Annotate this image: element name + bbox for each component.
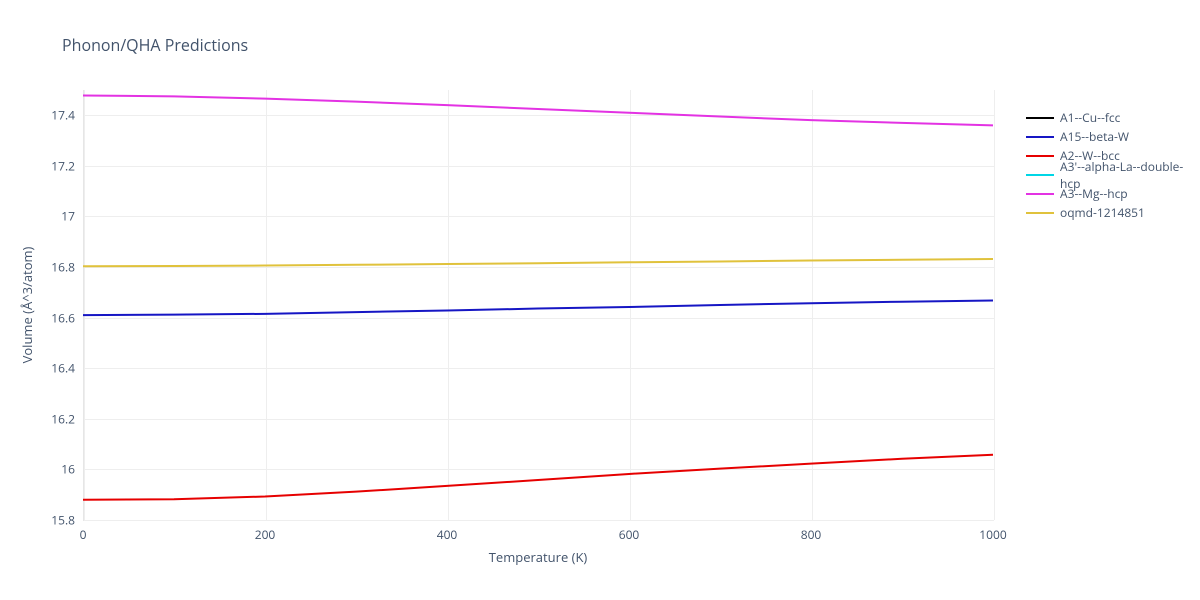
x-tick-label: 1000 xyxy=(979,526,1006,543)
x-tick-label: 0 xyxy=(80,526,87,543)
legend-label: oqmd-1214851 xyxy=(1060,204,1145,221)
series-line[interactable] xyxy=(83,455,993,500)
legend-swatch xyxy=(1026,136,1054,138)
series-svg xyxy=(0,0,1200,600)
legend-swatch xyxy=(1026,174,1054,176)
y-tick-label: 17.2 xyxy=(51,157,75,174)
y-tick-label: 16.4 xyxy=(51,360,75,377)
y-tick-label: 17.4 xyxy=(51,107,75,124)
legend: A1--Cu--fccA15--beta-WA2--W--bccA3'--alp… xyxy=(1026,108,1200,222)
legend-label: A3--Mg--hcp xyxy=(1060,185,1128,202)
y-tick-label: 16 xyxy=(61,461,75,478)
y-tick-label: 16.8 xyxy=(51,259,75,276)
legend-label: A1--Cu--fcc xyxy=(1060,109,1120,126)
legend-item[interactable]: A15--beta-W xyxy=(1026,127,1200,146)
legend-item[interactable]: oqmd-1214851 xyxy=(1026,203,1200,222)
legend-swatch xyxy=(1026,155,1054,157)
y-tick-label: 17 xyxy=(61,208,75,225)
x-tick-label: 400 xyxy=(437,526,458,543)
x-tick-label: 200 xyxy=(255,526,276,543)
legend-swatch xyxy=(1026,193,1054,195)
y-tick-label: 15.8 xyxy=(51,512,75,529)
legend-label: A15--beta-W xyxy=(1060,128,1129,145)
series-line[interactable] xyxy=(83,259,993,266)
x-tick-label: 800 xyxy=(801,526,822,543)
y-tick-label: 16.6 xyxy=(51,309,75,326)
chart-container: Phonon/QHA Predictions Temperature (K) V… xyxy=(0,0,1200,600)
y-axis-label: Volume (Å^3/atom) xyxy=(18,247,36,364)
x-axis-label: Temperature (K) xyxy=(489,548,588,566)
y-tick-label: 16.2 xyxy=(51,410,75,427)
series-line[interactable] xyxy=(83,96,993,126)
series-line[interactable] xyxy=(83,300,993,315)
legend-item[interactable]: A1--Cu--fcc xyxy=(1026,108,1200,127)
legend-swatch xyxy=(1026,212,1054,214)
x-tick-label: 600 xyxy=(619,526,640,543)
legend-item[interactable]: A3'--alpha-La--double-hcp xyxy=(1026,165,1200,184)
legend-swatch xyxy=(1026,117,1054,119)
